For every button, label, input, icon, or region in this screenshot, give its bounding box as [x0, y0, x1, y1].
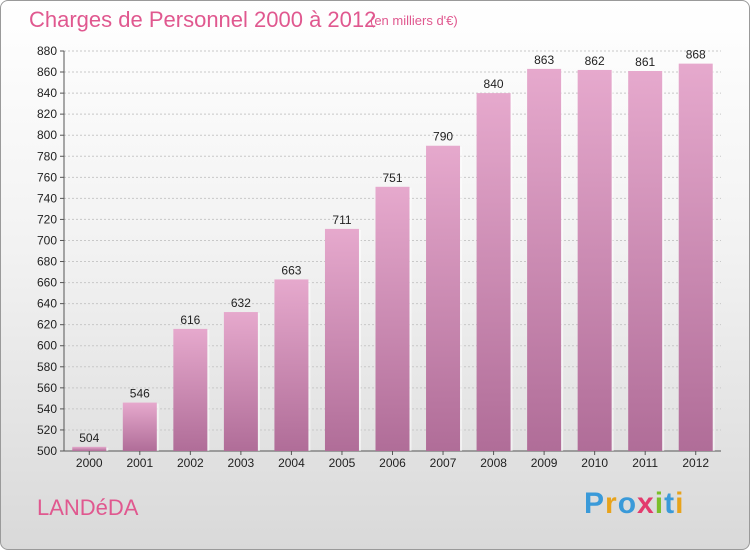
y-tick-label: 760 — [37, 170, 57, 184]
logo-letter: i — [654, 487, 665, 520]
y-tick-label: 800 — [37, 128, 57, 142]
x-tick-label: 2005 — [329, 456, 356, 470]
logo-letter: i — [675, 487, 685, 520]
logo-letter: o — [617, 487, 638, 520]
bar-2002 — [173, 328, 208, 451]
bar-2001 — [122, 402, 157, 451]
logo-letter: x — [637, 487, 655, 520]
x-tick-label: 2012 — [682, 456, 709, 470]
bar-2000 — [72, 446, 107, 451]
bars — [72, 63, 715, 452]
y-tick-label: 720 — [37, 212, 57, 226]
place-name: LANDéDA — [37, 495, 139, 520]
data-label: 840 — [484, 77, 504, 91]
y-tick-label: 560 — [37, 381, 57, 395]
x-tick-label: 2009 — [531, 456, 558, 470]
y-tick-label: 660 — [37, 276, 57, 290]
x-tick-label: 2002 — [177, 456, 204, 470]
y-tick-label: 620 — [37, 318, 57, 332]
x-tick-label: 2006 — [379, 456, 406, 470]
chart-subtitle: (en milliers d'€) — [370, 13, 458, 28]
chart-title: Charges de Personnel 2000 à 2012 — [29, 7, 377, 32]
bar-2003 — [223, 312, 258, 451]
y-tick-label: 780 — [37, 149, 57, 163]
y-tick-label: 820 — [37, 107, 57, 121]
data-label: 751 — [382, 171, 402, 185]
logo-letter: r — [605, 487, 618, 520]
y-tick-label: 740 — [37, 191, 57, 205]
x-tick-label: 2011 — [632, 456, 658, 470]
x-tick-label: 2001 — [126, 456, 153, 470]
x-tick-label: 2000 — [76, 456, 103, 470]
x-tick-label: 2003 — [228, 456, 255, 470]
bar-2009 — [527, 68, 562, 451]
y-tick-label: 700 — [37, 233, 57, 247]
logo-letter: t — [664, 487, 676, 520]
y-tick-label: 680 — [37, 255, 57, 269]
y-tick-label: 860 — [37, 65, 57, 79]
bar-2012 — [678, 63, 713, 451]
bar-2007 — [426, 145, 461, 451]
data-label: 632 — [231, 296, 251, 310]
x-tick-label: 2010 — [581, 456, 608, 470]
data-label: 546 — [130, 387, 150, 401]
bar-2010 — [577, 69, 612, 452]
x-tick-label: 2007 — [430, 456, 457, 470]
y-tick-label: 540 — [37, 402, 57, 416]
data-label: 868 — [686, 48, 706, 62]
bar-2005 — [324, 228, 359, 451]
data-label: 862 — [585, 54, 605, 68]
y-tick-label: 640 — [37, 297, 57, 311]
x-tick-label: 2008 — [480, 456, 507, 470]
proxiti-logo: Proxiti — [584, 487, 684, 521]
data-label: 863 — [534, 53, 554, 67]
y-tick-label: 880 — [37, 44, 57, 58]
data-label: 504 — [79, 431, 99, 445]
bar-2008 — [476, 93, 511, 452]
bar-2006 — [375, 186, 410, 451]
y-tick-label: 840 — [37, 86, 57, 100]
data-label: 861 — [635, 55, 655, 69]
logo-letter: P — [584, 487, 606, 520]
y-tick-label: 580 — [37, 360, 57, 374]
data-label: 663 — [281, 263, 301, 277]
bar-2004 — [274, 279, 309, 451]
bar-2011 — [628, 71, 663, 451]
data-label: 711 — [332, 213, 351, 227]
y-tick-label: 500 — [37, 444, 57, 458]
data-label: 790 — [433, 130, 453, 144]
data-label: 616 — [180, 313, 200, 327]
data-labels: 504 546 616 632 663 711 751 790 840 863 862 861 868 — [79, 48, 706, 445]
x-tick-label: 2004 — [278, 456, 305, 470]
y-tick-label: 520 — [37, 423, 57, 437]
y-tick-label: 600 — [37, 339, 57, 353]
